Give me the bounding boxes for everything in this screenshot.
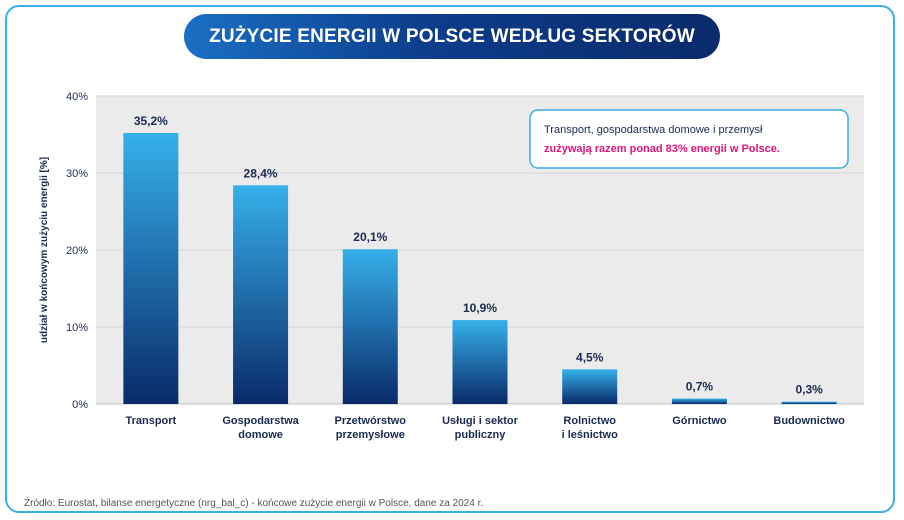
bar [671, 398, 727, 404]
bar [562, 369, 618, 404]
value-label: 0,3% [795, 383, 823, 397]
chart-title: ZUŻYCIE ENERGII W POLSCE WEDŁUG SEKTORÓW [184, 14, 720, 59]
value-labels: 35,2% 28,4% 20,1% 10,9% 4,5% 0,7% 0,3% [134, 114, 823, 397]
y-tick-label: 10% [66, 322, 88, 334]
y-axis-label: udział w końcowym zużyciu energii [%] [39, 157, 50, 343]
y-axis-ticks: 0% 10% 20% 30% 40% [66, 91, 88, 411]
x-tick-label: Transport [125, 415, 176, 427]
x-tick-label: Górnictwo [672, 415, 727, 427]
x-tick-label: Budownictwo [773, 415, 845, 427]
value-label: 0,7% [686, 380, 714, 394]
value-label: 28,4% [244, 166, 278, 180]
x-axis-labels: Transport Gospodarstwa domowe Przetwórstwo p… [125, 415, 845, 441]
source-note: Źródło: Eurostat, bilanse energetyczne (… [24, 498, 484, 509]
bar [781, 401, 837, 404]
y-tick-label: 30% [66, 168, 88, 180]
value-label: 4,5% [576, 350, 604, 364]
bar [233, 185, 289, 404]
y-tick-label: 20% [66, 245, 88, 257]
callout-line-2: zużywają razem ponad 83% energii w Polsc… [544, 143, 780, 155]
y-tick-label: 0% [72, 399, 88, 411]
value-label: 35,2% [134, 114, 168, 128]
x-tick-label: Rolnictwo i leśnictwo [562, 415, 619, 441]
bar [452, 320, 508, 404]
value-label: 10,9% [463, 301, 497, 315]
y-tick-label: 40% [66, 91, 88, 103]
x-tick-label: Gospodarstwa domowe [222, 415, 299, 441]
callout-box: Transport, gospodarstwa domowe i przemys… [529, 109, 849, 169]
value-label: 20,1% [353, 230, 387, 244]
x-tick-label: Usługi i sektor publiczny [442, 415, 519, 441]
bar [123, 132, 179, 404]
bars [123, 132, 837, 404]
x-tick-label: Przetwórstwo przemysłowe [335, 415, 407, 441]
callout-line-1: Transport, gospodarstwa domowe i przemys… [544, 124, 763, 136]
bar [342, 249, 398, 404]
